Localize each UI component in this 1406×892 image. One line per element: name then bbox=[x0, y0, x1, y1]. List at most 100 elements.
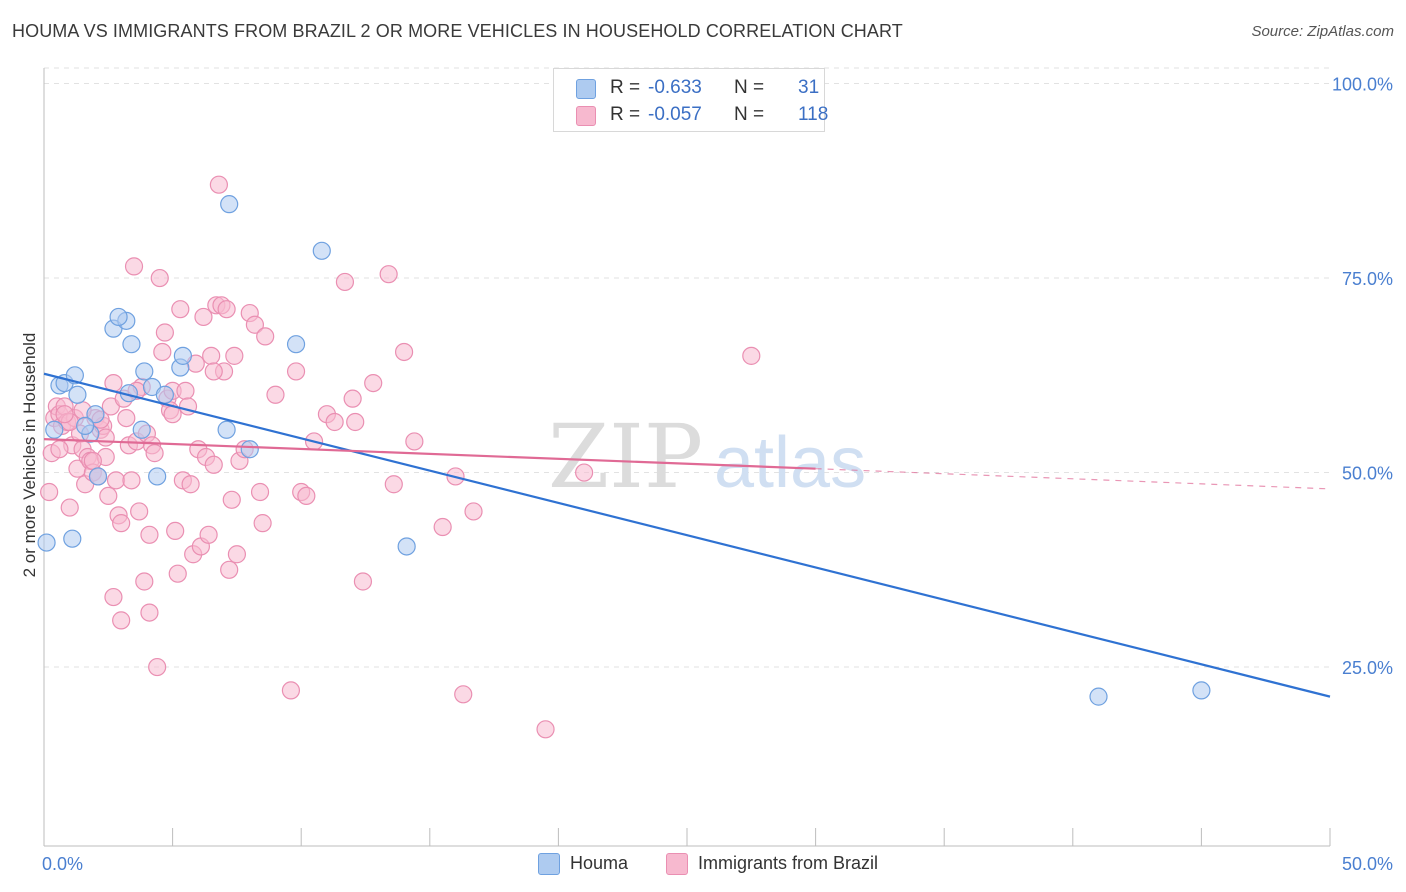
brazil-point bbox=[145, 444, 164, 463]
brazil-point bbox=[202, 346, 221, 365]
legend-r-value: -0.633 bbox=[648, 77, 702, 98]
houma-point bbox=[109, 307, 128, 327]
legend-r-value: -0.057 bbox=[648, 104, 702, 125]
legend-r-label: R = bbox=[610, 77, 641, 98]
brazil-point bbox=[222, 490, 241, 509]
y-tick-label: 100.0% bbox=[1332, 75, 1393, 95]
brazil-point bbox=[742, 346, 761, 365]
brazil-point bbox=[181, 475, 200, 494]
series-swatch-houma bbox=[538, 853, 560, 875]
x-tick-label: 0.0% bbox=[42, 854, 83, 874]
brazil-point bbox=[454, 685, 473, 704]
brazil-point bbox=[148, 657, 167, 677]
brazil-point bbox=[99, 486, 118, 505]
houma-point bbox=[122, 335, 141, 354]
brazil-point bbox=[209, 175, 228, 194]
brazil-point bbox=[266, 385, 285, 404]
houma-point bbox=[173, 346, 192, 365]
brazil-point bbox=[394, 342, 414, 362]
houma-point bbox=[1192, 681, 1211, 700]
houma-point bbox=[286, 335, 306, 354]
brazil-point bbox=[122, 471, 141, 490]
brazil-point bbox=[199, 525, 218, 544]
legend-n-value: 31 bbox=[798, 77, 820, 98]
source-credit: Source: ZipAtlas.com bbox=[1251, 23, 1394, 40]
brazil-point bbox=[153, 342, 172, 362]
legend-n-label: N = bbox=[734, 77, 765, 98]
brazil-point bbox=[135, 572, 154, 591]
brazil-point bbox=[124, 257, 144, 276]
houma-point bbox=[86, 405, 105, 424]
brazil-point bbox=[117, 409, 136, 428]
brazil-point bbox=[364, 373, 383, 393]
brazil-point bbox=[204, 362, 223, 381]
y-tick-label: 75.0% bbox=[1342, 269, 1393, 289]
legend-r-label: R = bbox=[610, 104, 641, 125]
houma-point bbox=[88, 467, 108, 486]
brazil-point bbox=[575, 463, 594, 482]
houma-point bbox=[68, 385, 87, 404]
brazil-point bbox=[464, 502, 483, 521]
houma-point bbox=[217, 420, 236, 439]
brazil-point bbox=[83, 451, 102, 470]
series-swatch-brazil bbox=[666, 853, 688, 875]
legend-n-label: N = bbox=[734, 104, 765, 125]
series-name-brazil: Immigrants from Brazil bbox=[698, 853, 879, 873]
gridlines bbox=[43, 67, 1331, 846]
brazil-point bbox=[204, 455, 223, 474]
brazil-point bbox=[171, 300, 190, 319]
chart-title: HOUMA VS IMMIGRANTS FROM BRAZIL 2 OR MOR… bbox=[12, 21, 903, 41]
brazil-point bbox=[220, 560, 239, 579]
brazil-point bbox=[245, 315, 265, 334]
houma-trend-line bbox=[43, 372, 1331, 698]
brazil-point bbox=[227, 545, 246, 564]
brazil-point bbox=[353, 572, 373, 591]
houma-point bbox=[132, 420, 151, 439]
houma-point bbox=[148, 467, 167, 486]
brazil-point bbox=[166, 521, 185, 541]
brazil-point bbox=[106, 471, 126, 490]
brazil-point bbox=[176, 381, 195, 400]
y-tick-label: 25.0% bbox=[1342, 658, 1393, 678]
brazil-point bbox=[281, 681, 301, 700]
houma-point bbox=[63, 529, 82, 548]
brazil-point bbox=[96, 428, 115, 447]
watermark: ZIP atlas bbox=[548, 405, 866, 508]
legend-n-value: 118 bbox=[798, 104, 829, 125]
tick-labels: 25.0% 50.0% 75.0% 100.0% 0.0% 50.0% bbox=[42, 75, 1393, 874]
brazil-trend-line bbox=[43, 438, 816, 470]
brazil-point bbox=[405, 432, 424, 451]
brazil-point bbox=[384, 475, 403, 494]
brazil-trend-extension bbox=[815, 468, 1331, 490]
data-points bbox=[37, 175, 1211, 739]
houma-point bbox=[76, 416, 95, 435]
brazil-point bbox=[297, 486, 316, 505]
brazil-point bbox=[112, 514, 131, 533]
brazil-point bbox=[325, 412, 344, 432]
brazil-point bbox=[55, 405, 74, 424]
houma-point bbox=[1089, 687, 1108, 706]
houma-point bbox=[397, 537, 416, 556]
brazil-point bbox=[217, 300, 236, 319]
y-tick-label: 50.0% bbox=[1342, 464, 1393, 484]
brazil-point bbox=[140, 525, 159, 544]
brazil-point bbox=[155, 323, 174, 342]
brazil-point bbox=[536, 720, 555, 739]
houma-point bbox=[37, 533, 56, 552]
houma-point bbox=[312, 241, 331, 260]
houma-point bbox=[240, 440, 259, 459]
brazil-point bbox=[343, 389, 362, 408]
trend-lines bbox=[43, 372, 1331, 698]
brazil-point bbox=[104, 587, 123, 607]
brazil-point bbox=[286, 362, 306, 381]
legend-swatch-houma bbox=[576, 79, 596, 99]
legend-swatch-brazil bbox=[576, 106, 596, 126]
brazil-point bbox=[112, 611, 131, 630]
brazil-point bbox=[50, 440, 69, 459]
series-name-houma: Houma bbox=[570, 853, 629, 873]
brazil-point bbox=[433, 517, 452, 537]
brazil-point bbox=[168, 564, 187, 583]
x-tick-label: 50.0% bbox=[1342, 854, 1393, 874]
brazil-point bbox=[225, 346, 244, 365]
